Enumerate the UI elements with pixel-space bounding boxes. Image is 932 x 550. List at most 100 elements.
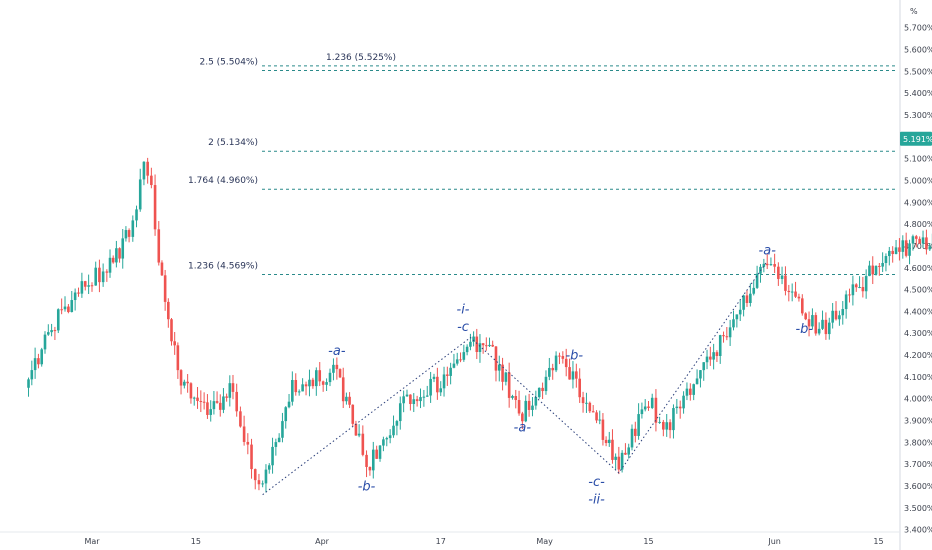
candle-body xyxy=(332,364,335,373)
y-tick-label: 3.700% xyxy=(904,460,932,469)
candle-body xyxy=(415,399,419,402)
x-tick-label: Apr xyxy=(315,537,330,546)
axis-unit-label: % xyxy=(910,7,918,16)
candle-body xyxy=(452,363,456,368)
y-tick-label: 3.400% xyxy=(904,526,932,535)
fib-level-label: 1.236 (4.569%) xyxy=(188,262,258,272)
candle-body xyxy=(749,293,752,303)
candle-body xyxy=(581,397,585,404)
candle-body xyxy=(894,247,898,255)
candle-body xyxy=(527,400,531,410)
candle-body xyxy=(634,428,637,436)
candle-body xyxy=(170,319,173,342)
candle-body xyxy=(695,378,699,385)
candle-body xyxy=(429,378,432,396)
candle-body xyxy=(398,403,402,422)
candle-body xyxy=(382,439,385,446)
candle-body xyxy=(598,419,602,421)
candle-body xyxy=(118,248,121,259)
candle-body xyxy=(864,276,868,292)
candle-body xyxy=(838,315,841,320)
y-tick-label: 4.100% xyxy=(904,373,932,382)
candle-body xyxy=(888,250,891,257)
candle-body xyxy=(624,452,627,455)
candle-body xyxy=(918,238,921,244)
candle-body xyxy=(351,404,355,424)
candle-body xyxy=(239,411,242,427)
candle-body xyxy=(504,372,508,382)
candle-body xyxy=(891,250,894,255)
candle-body xyxy=(620,452,624,470)
candle-body xyxy=(878,265,881,267)
candle-body xyxy=(357,433,361,436)
candle-body xyxy=(554,355,558,371)
candle-body xyxy=(689,388,692,395)
candle-body xyxy=(465,346,469,353)
candle-body xyxy=(348,396,351,405)
candle-body xyxy=(928,246,932,250)
candle-body xyxy=(271,446,274,466)
wave-label: -b- xyxy=(795,322,813,337)
y-tick-label: 4.700% xyxy=(904,242,932,251)
last-price-tag xyxy=(900,131,932,146)
candle-body xyxy=(732,319,735,328)
candle-body xyxy=(371,449,375,471)
candle-body xyxy=(614,456,617,460)
wave-label: -a- xyxy=(328,344,346,359)
last-price-label: 5.191% xyxy=(903,135,932,144)
candle-body xyxy=(501,364,504,382)
candle-body xyxy=(588,402,592,412)
candle-body xyxy=(115,248,118,263)
candle-body xyxy=(585,402,588,404)
candle-body xyxy=(385,438,389,440)
candle-body xyxy=(925,237,928,250)
candle-body xyxy=(455,359,459,364)
candle-body xyxy=(709,356,712,360)
y-tick-label: 4.500% xyxy=(904,286,932,295)
candle-body xyxy=(209,409,213,415)
candle-body xyxy=(699,370,702,379)
candle-body xyxy=(537,387,541,398)
candle-body xyxy=(769,264,773,266)
candle-body xyxy=(419,397,422,402)
candle-body xyxy=(517,400,521,414)
candle-body xyxy=(637,414,640,436)
candle-body xyxy=(780,275,784,279)
candle-body xyxy=(30,370,34,380)
candle-body xyxy=(831,310,834,323)
candle-body xyxy=(861,287,865,292)
candle-body xyxy=(478,343,482,352)
candle-body xyxy=(787,290,791,293)
candle-body xyxy=(50,330,53,333)
candle-body xyxy=(422,396,426,398)
candle-body xyxy=(817,328,821,334)
candle-body xyxy=(446,374,449,376)
y-tick-label: 3.600% xyxy=(904,482,932,491)
candle-body xyxy=(672,408,675,431)
candle-body xyxy=(345,396,348,402)
candle-body xyxy=(742,295,745,310)
candle-body xyxy=(186,381,189,384)
candle-body xyxy=(682,395,685,409)
candle-body xyxy=(571,371,575,380)
candle-body xyxy=(206,402,209,415)
candle-body xyxy=(735,314,739,320)
candle-body xyxy=(436,376,439,393)
candle-body xyxy=(231,383,235,392)
candle-body xyxy=(728,327,732,338)
candle-body xyxy=(304,384,308,387)
candle-body xyxy=(108,257,112,273)
candle-body xyxy=(439,388,443,393)
candle-body xyxy=(668,422,672,431)
candle-body xyxy=(365,454,368,467)
candle-body xyxy=(712,352,715,360)
candle-body xyxy=(685,388,689,396)
candle-body xyxy=(402,396,405,404)
candle-body xyxy=(491,344,494,347)
candle-body xyxy=(551,367,555,371)
candle-body xyxy=(131,220,135,237)
candle-body xyxy=(56,309,60,331)
y-tick-label: 5.700% xyxy=(904,24,932,33)
candle-body xyxy=(777,266,780,279)
candle-body xyxy=(63,306,67,310)
